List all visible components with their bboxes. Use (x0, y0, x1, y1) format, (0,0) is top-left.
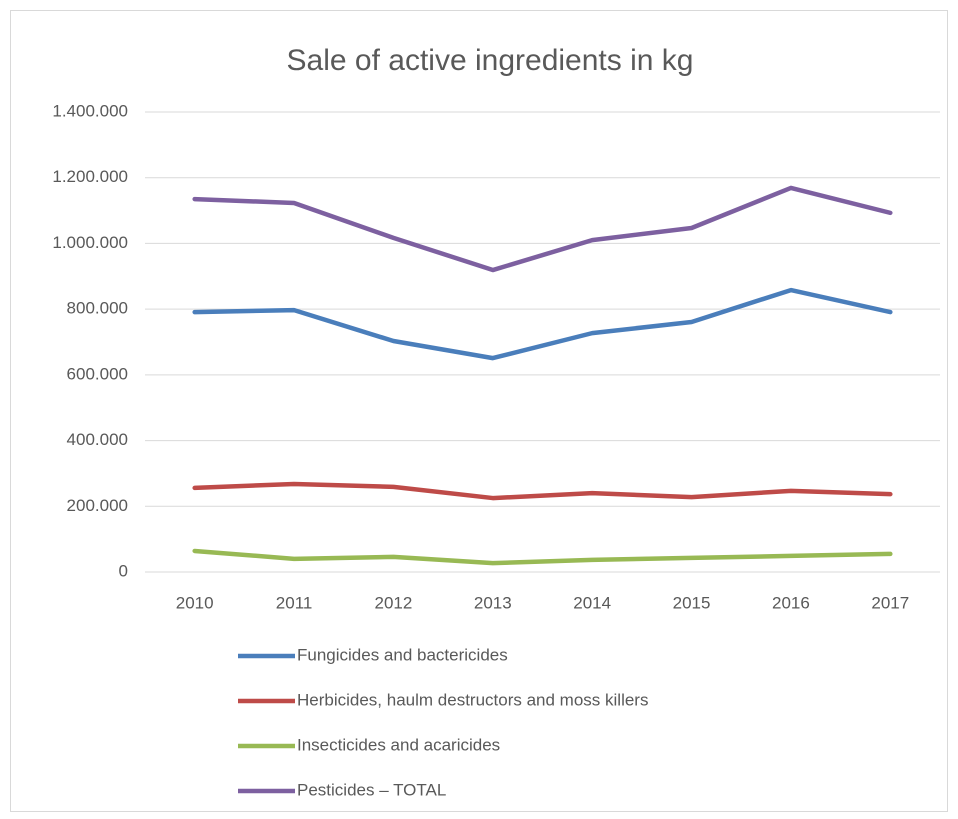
y-tick-label: 800.000 (67, 299, 128, 318)
x-tick-label: 2017 (871, 593, 909, 612)
x-tick-label: 2011 (276, 593, 313, 612)
series-line (192, 481, 893, 501)
series-line (192, 548, 893, 566)
x-tick-label: 2012 (375, 593, 413, 612)
legend-label: Insecticides and acaricides (297, 735, 500, 754)
chart-border (10, 10, 948, 812)
x-tick-label: 2010 (176, 593, 214, 612)
y-tick-label: 1.200.000 (52, 167, 128, 186)
series-line (192, 185, 893, 273)
y-tick-label: 200.000 (67, 496, 128, 515)
y-tick-label: 0 (119, 561, 128, 580)
x-tick-label: 2016 (772, 593, 810, 612)
legend-label: Fungicides and bactericides (297, 645, 508, 664)
x-tick-label: 2014 (573, 593, 611, 612)
y-tick-label: 400.000 (67, 430, 128, 449)
series-line (192, 287, 893, 361)
chart-title: Sale of active ingredients in kg (287, 44, 694, 77)
legend-label: Pesticides – TOTAL (297, 780, 446, 799)
x-tick-label: 2015 (673, 593, 711, 612)
x-tick-label: 2013 (474, 593, 512, 612)
y-tick-label: 1.000.000 (52, 233, 128, 252)
legend-label: Herbicides, haulm destructors and moss k… (297, 690, 648, 709)
y-tick-label: 1.400.000 (52, 101, 128, 120)
y-tick-label: 600.000 (67, 364, 128, 383)
